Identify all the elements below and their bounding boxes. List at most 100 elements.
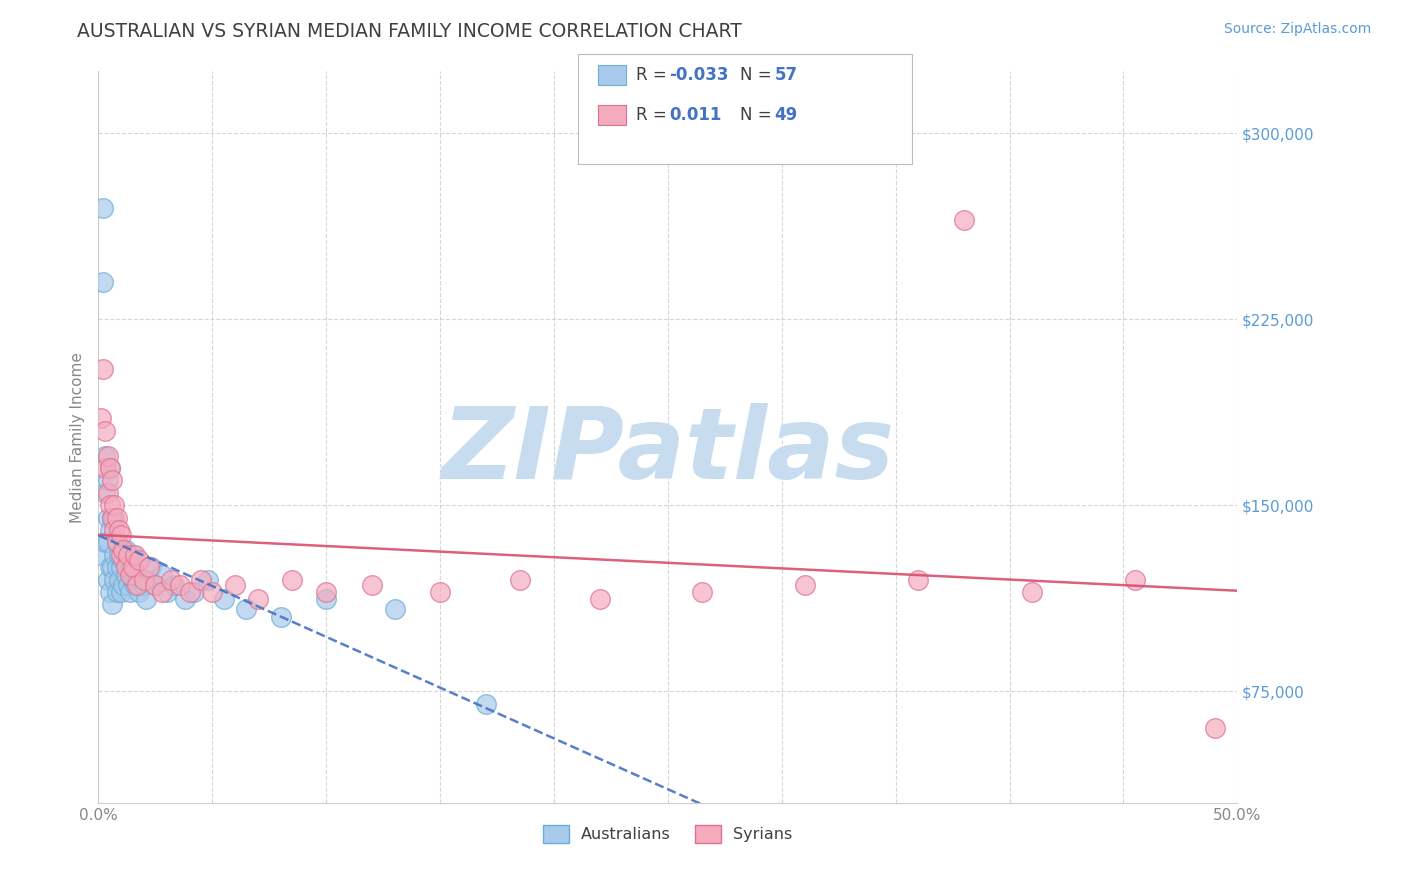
Point	[360, 577, 382, 591]
Point	[105, 585, 128, 599]
Point	[132, 573, 155, 587]
Y-axis label: Median Family Income: Median Family Income	[70, 351, 86, 523]
Point	[124, 548, 146, 562]
Point	[103, 573, 125, 587]
Point	[139, 560, 162, 574]
Point	[588, 592, 610, 607]
Point	[91, 275, 114, 289]
Point	[98, 560, 121, 574]
Point	[145, 577, 167, 591]
Point	[429, 585, 451, 599]
Point	[96, 573, 118, 587]
Point	[103, 510, 125, 524]
Point	[101, 510, 124, 524]
Point	[114, 560, 136, 574]
Text: N =: N =	[740, 66, 776, 84]
Point	[112, 577, 135, 591]
Point	[96, 449, 118, 463]
Point	[117, 577, 139, 591]
Point	[384, 602, 406, 616]
Point	[121, 560, 143, 574]
Point	[108, 573, 131, 587]
Point	[105, 535, 128, 549]
Point	[108, 548, 131, 562]
Point	[103, 523, 125, 537]
Point	[114, 567, 136, 582]
Point	[96, 474, 118, 488]
Point	[110, 585, 132, 599]
Point	[224, 577, 246, 591]
Point	[120, 585, 142, 599]
Point	[105, 510, 128, 524]
Point	[98, 461, 121, 475]
Point	[103, 548, 125, 562]
Point	[128, 585, 150, 599]
Point	[117, 548, 139, 562]
Point	[235, 602, 257, 616]
Point	[315, 585, 337, 599]
Point	[101, 598, 124, 612]
Text: -0.033: -0.033	[669, 66, 728, 84]
Point	[98, 585, 121, 599]
Point	[94, 449, 117, 463]
Point	[128, 553, 150, 567]
Point	[110, 548, 132, 562]
Point	[94, 535, 117, 549]
Point	[124, 577, 146, 591]
Text: N =: N =	[740, 106, 776, 124]
Text: 57: 57	[775, 66, 797, 84]
Point	[105, 535, 128, 549]
Text: AUSTRALIAN VS SYRIAN MEDIAN FAMILY INCOME CORRELATION CHART: AUSTRALIAN VS SYRIAN MEDIAN FAMILY INCOM…	[77, 22, 742, 41]
Point	[98, 461, 121, 475]
Point	[190, 573, 212, 587]
Point	[112, 542, 135, 557]
Point	[127, 567, 149, 582]
Point	[117, 553, 139, 567]
Point	[793, 577, 815, 591]
Point	[101, 560, 124, 574]
Point	[90, 411, 112, 425]
Point	[138, 560, 160, 574]
Point	[103, 498, 125, 512]
Point	[246, 592, 269, 607]
Point	[96, 510, 118, 524]
Point	[315, 592, 337, 607]
Point	[201, 585, 224, 599]
Point	[135, 592, 157, 607]
Point	[953, 213, 976, 227]
Point	[108, 523, 131, 537]
Text: R =: R =	[636, 106, 672, 124]
Point	[101, 474, 124, 488]
Point	[121, 573, 143, 587]
Point	[131, 573, 153, 587]
Point	[907, 573, 929, 587]
Point	[90, 548, 112, 562]
Point	[110, 528, 132, 542]
Point	[96, 535, 118, 549]
Point	[145, 577, 167, 591]
Point	[270, 610, 292, 624]
Text: 49: 49	[775, 106, 799, 124]
Point	[690, 585, 713, 599]
Point	[1123, 573, 1146, 587]
Point	[474, 697, 496, 711]
Point	[281, 573, 304, 587]
Point	[183, 585, 205, 599]
Point	[174, 592, 197, 607]
Legend: Australians, Syrians: Australians, Syrians	[537, 819, 799, 850]
Point	[1021, 585, 1043, 599]
Point	[197, 573, 219, 587]
Point	[98, 498, 121, 512]
Point	[94, 486, 117, 500]
Point	[112, 553, 135, 567]
Point	[101, 510, 124, 524]
Point	[179, 585, 201, 599]
Point	[94, 424, 117, 438]
Point	[150, 585, 173, 599]
Point	[120, 567, 142, 582]
Point	[132, 577, 155, 591]
Point	[1204, 722, 1226, 736]
Point	[96, 486, 118, 500]
Point	[150, 567, 173, 582]
Text: 0.011: 0.011	[669, 106, 721, 124]
